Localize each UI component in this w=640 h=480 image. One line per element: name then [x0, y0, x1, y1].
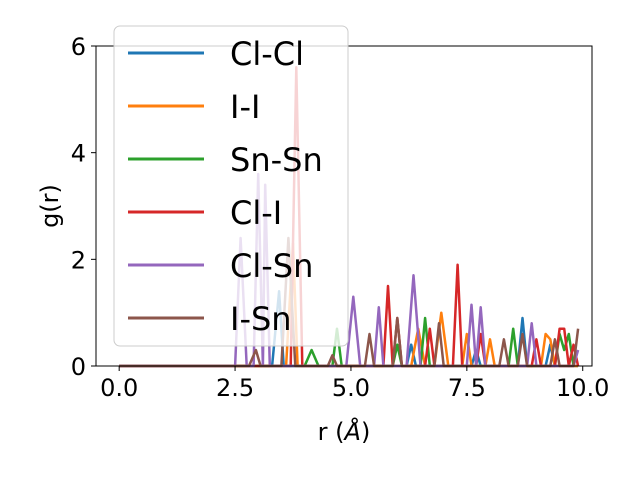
y-axis: 0 2 4 6 — [71, 33, 96, 381]
legend: Cl-Cl I-I Sn-Sn Cl-I Cl-Sn I-Sn — [113, 25, 349, 347]
x-tick-label: 5.0 — [332, 374, 370, 402]
x-tick-label: 2.5 — [216, 374, 254, 402]
y-axis-label: g(r) — [36, 184, 64, 228]
y-tick-label: 0 — [71, 353, 86, 381]
x-axis-label: r (Å) — [318, 417, 371, 446]
legend-label-sn-sn: Sn-Sn — [230, 141, 323, 179]
legend-label-cl-cl: Cl-Cl — [230, 35, 304, 73]
x-tick-label: 10.0 — [556, 374, 609, 402]
y-tick-label: 4 — [71, 140, 86, 168]
x-axis: 0.0 2.5 5.0 7.5 10.0 — [100, 366, 609, 402]
x-tick-label: 0.0 — [100, 374, 138, 402]
y-tick-label: 6 — [71, 33, 86, 61]
legend-label-cl-sn: Cl-Sn — [230, 247, 313, 285]
legend-box — [113, 25, 349, 347]
legend-label-cl-i: Cl-I — [230, 194, 282, 232]
x-tick-label: 7.5 — [448, 374, 486, 402]
legend-label-i-i: I-I — [230, 88, 260, 126]
y-tick-label: 2 — [71, 246, 86, 274]
legend-label-i-sn: I-Sn — [230, 300, 292, 338]
series-line-cl-i — [119, 66, 580, 368]
